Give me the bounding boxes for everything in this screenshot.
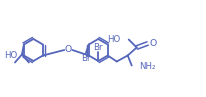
Text: Br: Br [81, 54, 90, 63]
Text: Br: Br [93, 42, 103, 52]
Text: HO: HO [4, 51, 17, 60]
Text: O: O [148, 39, 156, 48]
Text: HO: HO [107, 35, 120, 44]
Text: O: O [64, 45, 72, 55]
Text: NH₂: NH₂ [138, 62, 154, 71]
